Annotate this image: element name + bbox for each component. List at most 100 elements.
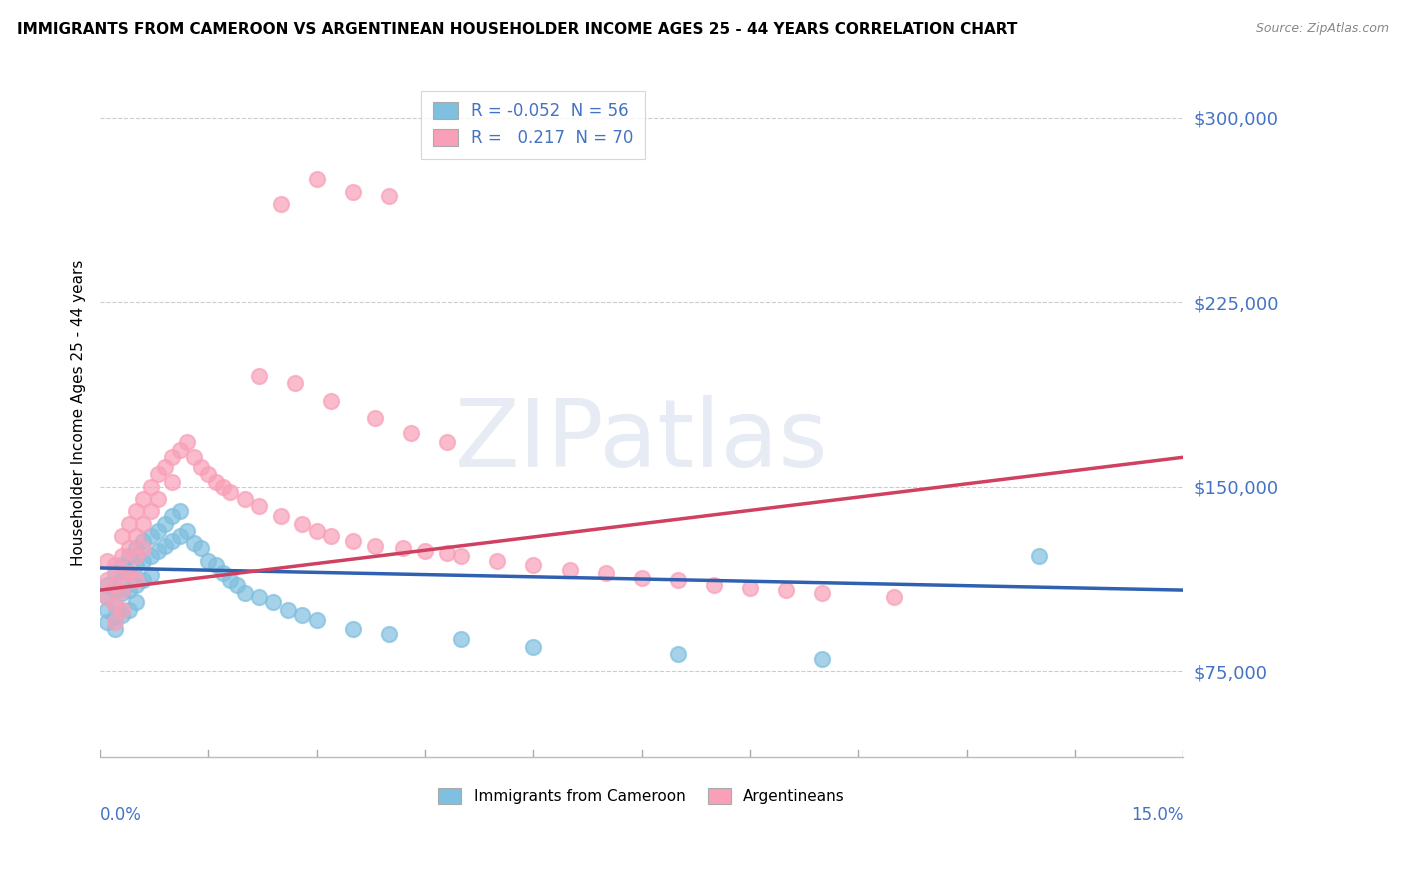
- Point: [226, 578, 249, 592]
- Point: [305, 172, 328, 186]
- Point: [111, 583, 134, 598]
- Point: [125, 578, 148, 592]
- Point: [363, 410, 385, 425]
- Point: [111, 549, 134, 563]
- Point: [595, 566, 617, 580]
- Point: [233, 585, 256, 599]
- Point: [342, 623, 364, 637]
- Point: [247, 369, 270, 384]
- Point: [139, 568, 162, 582]
- Y-axis label: Householder Income Ages 25 - 44 years: Householder Income Ages 25 - 44 years: [72, 260, 86, 566]
- Point: [162, 509, 184, 524]
- Point: [118, 541, 141, 556]
- Legend: Immigrants from Cameroon, Argentineans: Immigrants from Cameroon, Argentineans: [430, 780, 852, 812]
- Point: [212, 566, 235, 580]
- Point: [1028, 549, 1050, 563]
- Point: [247, 500, 270, 514]
- Point: [96, 591, 118, 605]
- Text: IMMIGRANTS FROM CAMEROON VS ARGENTINEAN HOUSEHOLDER INCOME AGES 25 - 44 YEARS CO: IMMIGRANTS FROM CAMEROON VS ARGENTINEAN …: [17, 22, 1018, 37]
- Point: [176, 524, 198, 538]
- Point: [450, 549, 472, 563]
- Point: [703, 578, 725, 592]
- Point: [153, 539, 176, 553]
- Point: [118, 603, 141, 617]
- Point: [111, 585, 134, 599]
- Point: [139, 480, 162, 494]
- Point: [305, 613, 328, 627]
- Point: [132, 574, 155, 588]
- Point: [436, 435, 458, 450]
- Point: [811, 585, 834, 599]
- Point: [247, 591, 270, 605]
- Point: [139, 504, 162, 518]
- Point: [450, 632, 472, 647]
- Text: 0.0%: 0.0%: [100, 805, 142, 823]
- Point: [342, 533, 364, 548]
- Point: [96, 574, 118, 588]
- Point: [96, 578, 118, 592]
- Point: [153, 516, 176, 531]
- Point: [291, 516, 314, 531]
- Point: [666, 574, 689, 588]
- Point: [96, 553, 118, 567]
- Point: [284, 376, 307, 391]
- Text: Source: ZipAtlas.com: Source: ZipAtlas.com: [1256, 22, 1389, 36]
- Point: [139, 549, 162, 563]
- Point: [103, 610, 125, 624]
- Point: [399, 425, 422, 440]
- Point: [111, 529, 134, 543]
- Point: [169, 442, 191, 457]
- Point: [176, 435, 198, 450]
- Point: [125, 529, 148, 543]
- Point: [630, 571, 652, 585]
- Point: [162, 475, 184, 489]
- Point: [125, 574, 148, 588]
- Point: [118, 566, 141, 580]
- Point: [204, 558, 226, 573]
- Point: [96, 603, 118, 617]
- Point: [118, 566, 141, 580]
- Point: [96, 615, 118, 629]
- Point: [103, 583, 125, 598]
- Point: [277, 603, 299, 617]
- Point: [378, 627, 401, 641]
- Point: [139, 529, 162, 543]
- Point: [219, 484, 242, 499]
- Point: [132, 553, 155, 567]
- Point: [103, 566, 125, 580]
- Point: [125, 549, 148, 563]
- Text: 15.0%: 15.0%: [1130, 805, 1184, 823]
- Point: [103, 623, 125, 637]
- Point: [392, 541, 415, 556]
- Point: [103, 598, 125, 612]
- Point: [233, 491, 256, 506]
- Point: [219, 574, 242, 588]
- Point: [132, 533, 155, 548]
- Point: [522, 558, 544, 573]
- Point: [125, 541, 148, 556]
- Point: [183, 536, 205, 550]
- Point: [204, 475, 226, 489]
- Point: [111, 558, 134, 573]
- Point: [413, 543, 436, 558]
- Point: [486, 553, 509, 567]
- Point: [775, 583, 797, 598]
- Point: [883, 591, 905, 605]
- Point: [811, 652, 834, 666]
- Point: [183, 450, 205, 465]
- Point: [125, 595, 148, 609]
- Point: [111, 607, 134, 622]
- Point: [169, 504, 191, 518]
- Point: [146, 524, 169, 538]
- Point: [146, 543, 169, 558]
- Point: [190, 541, 212, 556]
- Point: [342, 185, 364, 199]
- Point: [197, 467, 219, 482]
- Point: [321, 393, 343, 408]
- Point: [270, 197, 292, 211]
- Point: [522, 640, 544, 654]
- Point: [146, 491, 169, 506]
- Point: [262, 595, 284, 609]
- Point: [103, 615, 125, 629]
- Point: [212, 480, 235, 494]
